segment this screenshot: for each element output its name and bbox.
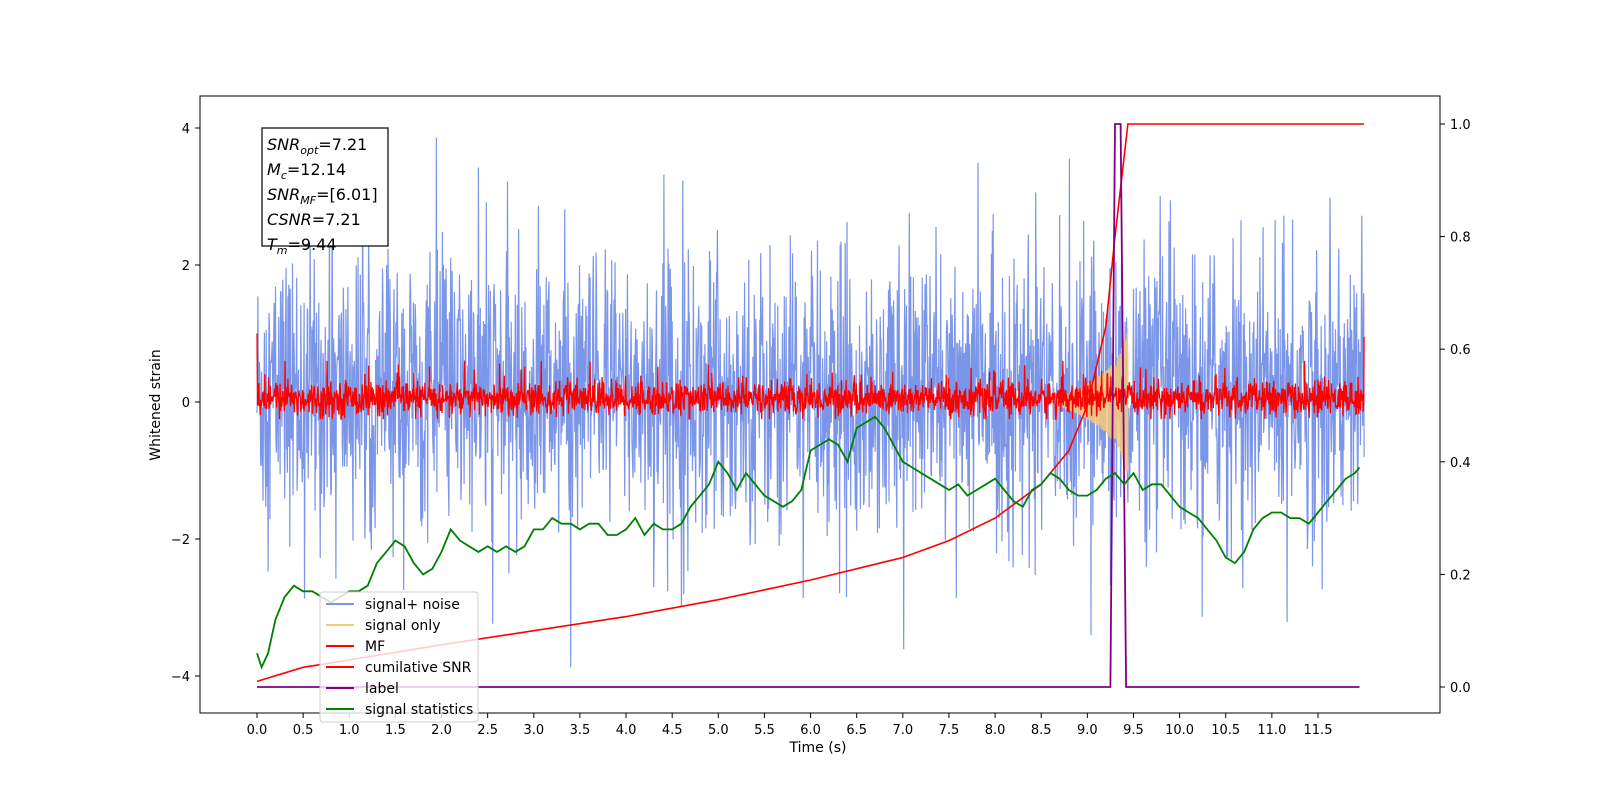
stat-line: Tm=9.44 <box>267 235 337 257</box>
y-right-tick-label: 0.2 <box>1450 568 1471 583</box>
x-tick-label: 1.0 <box>339 723 360 738</box>
x-tick-label: 8.5 <box>1031 723 1052 738</box>
x-tick-label: 9.0 <box>1077 723 1098 738</box>
stat-symbol: SNR <box>267 135 300 154</box>
x-tick-label: 2.0 <box>431 723 452 738</box>
y-right-tick-label: 0.6 <box>1450 343 1471 358</box>
legend-label: signal+ noise <box>365 597 460 613</box>
y-left-tick-label: −2 <box>171 533 190 548</box>
stat-subscript: MF <box>300 194 316 207</box>
x-tick-label: 10.0 <box>1165 723 1194 738</box>
legend-label: signal only <box>365 618 440 634</box>
x-tick-label: 7.0 <box>892 723 913 738</box>
stat-value: =7.21 <box>318 135 367 154</box>
y-left-tick-label: −4 <box>171 670 190 685</box>
y-right-tick-label: 0.4 <box>1450 456 1471 471</box>
series-label-line <box>257 123 1360 688</box>
y-right-tick-label: 0.0 <box>1450 681 1471 696</box>
stat-symbol: SNR <box>267 185 300 204</box>
y-right-tick-label: 1.0 <box>1450 118 1471 133</box>
x-tick-label: 5.5 <box>754 723 775 738</box>
series-mf-line <box>256 333 1365 421</box>
x-tick-label: 3.5 <box>570 723 591 738</box>
y-left-tick-label: 0 <box>182 396 190 411</box>
stat-value: =[6.01] <box>316 185 378 204</box>
x-tick-label: 9.5 <box>1123 723 1144 738</box>
x-tick-label: 0.0 <box>247 723 268 738</box>
x-tick-label: 10.5 <box>1211 723 1240 738</box>
x-tick-label: 5.0 <box>708 723 729 738</box>
stat-line: SNRMF=[6.01] <box>267 185 378 207</box>
axes-frame <box>199 95 1441 714</box>
legend-label: MF <box>365 639 385 655</box>
x-tick-label: 2.5 <box>477 723 498 738</box>
stat-subscript: c <box>281 169 287 182</box>
stat-subscript: m <box>277 244 288 257</box>
y-right-tick-label: 0.8 <box>1450 231 1471 246</box>
x-tick-label: 3.0 <box>523 723 544 738</box>
legend-label: label <box>365 681 399 697</box>
x-tick-label: 11.0 <box>1257 723 1286 738</box>
legend: signal+ noise signal only MF cumilative SNR… <box>319 591 479 723</box>
stat-line: Mc=12.14 <box>267 160 346 182</box>
stat-symbol: CSNR <box>267 210 312 229</box>
x-tick-label: 7.5 <box>939 723 960 738</box>
x-tick-label: 11.5 <box>1304 723 1333 738</box>
stat-symbol: T <box>267 235 278 254</box>
stats-box-frame <box>261 127 389 247</box>
x-axis-label: Time (s) <box>789 740 847 756</box>
x-tick-label: 8.0 <box>985 723 1006 738</box>
stat-symbol: M <box>267 160 281 179</box>
stat-value: =9.44 <box>288 235 337 254</box>
x-tick-label: 6.0 <box>800 723 821 738</box>
x-tick-label: 6.5 <box>846 723 867 738</box>
legend-label: cumilative SNR <box>365 660 472 676</box>
x-tick-label: 4.5 <box>662 723 683 738</box>
legend-label: signal statistics <box>365 702 473 718</box>
series-signal-statistics-line <box>256 415 1361 670</box>
y-left-tick-label: 2 <box>182 259 190 274</box>
x-tick-label: 1.5 <box>385 723 406 738</box>
y-axis-label: Whitened strain <box>148 349 164 460</box>
stat-value: =7.21 <box>312 210 361 229</box>
series-signal-noise-line <box>256 137 1365 668</box>
stat-value: =12.14 <box>287 160 346 179</box>
legend-frame <box>319 591 479 723</box>
stat-line: SNRopt=7.21 <box>267 135 367 157</box>
y-left-tick-label: 4 <box>182 122 190 137</box>
axis-ticks: 0.0 0.5 1.0 1.5 2.0 2.5 3.0 3.5 4.0 4.5 5.0 5.5 6.0 6… <box>171 118 1471 738</box>
x-tick-label: 0.5 <box>293 723 314 738</box>
stat-line: CSNR=7.21 <box>267 210 361 229</box>
stats-annotation-box: SNRopt=7.21Mc=12.14SNRMF=[6.01]CSNR=7.21… <box>261 127 389 257</box>
stat-subscript: opt <box>300 144 319 157</box>
x-tick-label: 4.0 <box>616 723 637 738</box>
